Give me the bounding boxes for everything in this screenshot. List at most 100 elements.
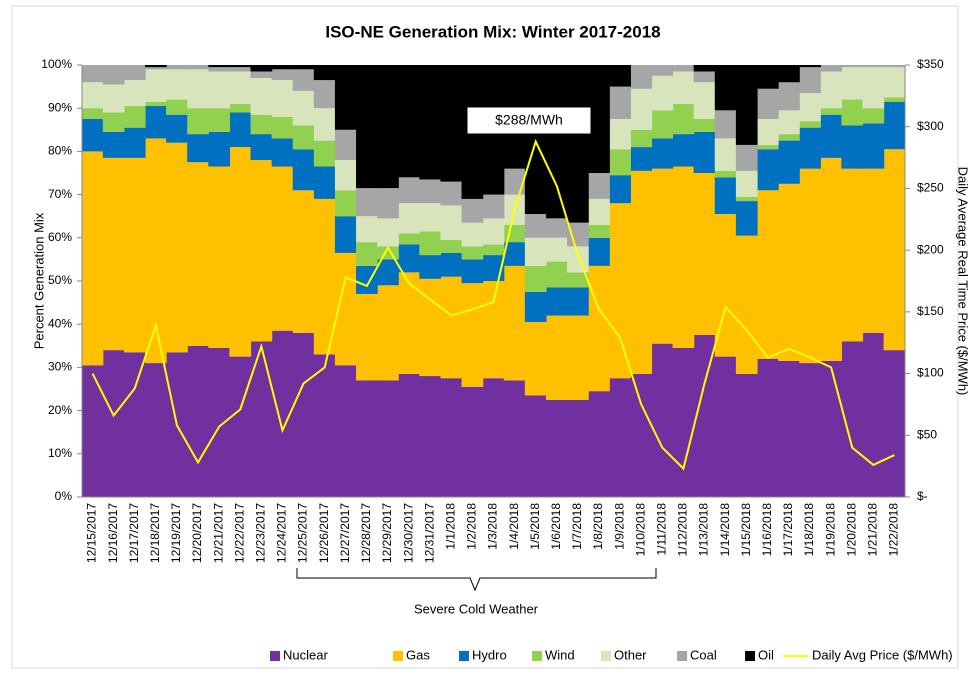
y2-tick-label: $300 [917,119,944,133]
area-segment [81,151,104,366]
area-segment [145,69,167,102]
area-segment [651,110,674,139]
area-segment [841,168,864,342]
area-segment [714,138,737,171]
area-segment [440,239,463,253]
area-segment [567,399,589,497]
area-segment [187,345,209,497]
area-segment [123,127,146,158]
area-segment [630,129,653,148]
area-segment [482,194,505,219]
area-segment [208,108,231,132]
x-tick-label: 1/3/2018 [486,503,500,550]
area-segment [440,276,463,379]
area-segment [208,65,231,68]
area-segment [862,108,885,124]
area-segment [229,112,252,148]
area-segment [841,67,864,100]
area-segment [419,255,442,279]
area-segment [292,190,315,333]
area-segment [377,188,399,219]
area-segment [524,291,547,323]
bracket [296,568,657,592]
area-segment [250,77,273,115]
y2-tick-label: $50 [917,427,937,441]
y-tick-label: 60% [48,230,72,244]
area-segment [503,380,526,497]
area-segment [609,119,631,150]
legend-swatch [745,651,755,661]
area-segment [778,65,800,83]
area-segment [419,231,442,256]
area-segment [545,399,568,497]
area-segment [461,386,484,497]
area-segment [693,65,716,72]
y-tick-label: 100% [41,57,72,71]
x-tick-label: 1/8/2018 [591,503,605,550]
legend-label: Coal [690,647,717,662]
area-segment [756,149,779,191]
x-tick-label: 12/23/2017 [254,503,268,563]
area-segment [81,82,104,109]
x-tick-label: 1/17/2018 [781,503,795,557]
area-segment [883,67,906,98]
area-segment [524,395,547,497]
area-segment [693,119,716,132]
area-segment [419,179,442,204]
y-tick-label: 30% [48,360,72,374]
x-tick-label: 12/19/2017 [169,503,183,563]
legend-label: Gas [406,647,430,662]
plot-area [81,65,906,497]
area-segment [651,343,674,497]
area-segment [229,103,252,113]
area-segment [567,315,589,400]
x-tick-label: 1/9/2018 [612,503,626,550]
area-segment [334,129,357,161]
area-segment [735,373,758,497]
area-segment [799,65,821,68]
x-tick-label: 1/2/2018 [465,503,479,550]
area-segment [756,190,779,359]
x-tick-label: 12/25/2017 [296,503,310,563]
area-segment [377,259,399,286]
area-segment [81,108,104,119]
area-segment [799,168,821,364]
x-tick-label: 12/18/2017 [148,503,162,563]
area-segment [862,65,885,68]
area-segment [588,265,610,392]
annotation-box [467,107,591,134]
area-segment [440,181,463,206]
area-segment [313,140,336,167]
area-segment [250,341,273,497]
area-segment [524,237,547,266]
area-segment [356,265,378,294]
area-segment [123,352,146,497]
area-segment [187,134,209,163]
x-tick-label: 1/7/2018 [570,503,584,550]
y-tick-label: 80% [48,144,72,158]
area-segment [356,293,378,381]
area-segment [166,99,188,115]
area-segment [334,65,357,130]
area-segment [651,75,674,111]
y2-tick-label: $350 [917,57,944,71]
area-segment [229,147,252,357]
area-segment [756,65,779,89]
area-segment [145,106,167,139]
area-segment [377,218,399,247]
area-segment [334,252,357,366]
x-tick-label: 12/21/2017 [211,503,225,563]
area-segment [377,285,399,381]
area-segment [883,97,906,102]
area-segment [166,114,188,143]
area-segment [609,175,631,204]
x-tick-label: 1/12/2018 [676,503,690,557]
area-segment [419,65,442,180]
area-segment [461,198,484,223]
area-segment [693,173,716,335]
area-segment [693,82,716,119]
x-tick-label: 1/10/2018 [633,503,647,557]
area-segment [883,65,906,68]
area-segment [313,166,336,199]
y-tick-label: 40% [48,316,72,330]
